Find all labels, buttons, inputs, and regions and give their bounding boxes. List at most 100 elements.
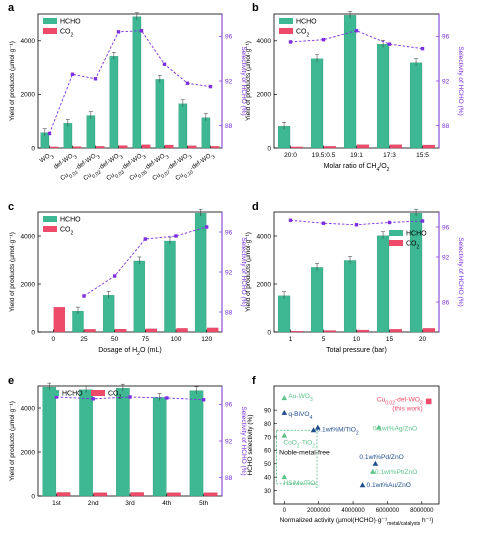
panel-a: a 0 2000 4000 88 92 96 Yield of products (µmol·… [8, 2, 247, 182]
bar-co2 [145, 328, 158, 333]
x-tick-label: 4th [162, 500, 171, 507]
legend-label-hcho: HCHO [60, 19, 81, 26]
selectivity-line [290, 30, 423, 50]
panel-d: d 0 2000 4000 86 92 96 Yield of products (µmol·… [245, 201, 464, 354]
bar-hcho [86, 115, 96, 149]
bar-co2 [167, 492, 181, 497]
bar-co2 [49, 146, 59, 149]
this-work-label: (this work) [392, 405, 422, 412]
bar-hcho [277, 295, 291, 333]
x-tick-label: 2000000 [307, 508, 331, 514]
x-tick-label: 5 [322, 336, 326, 343]
point-square [425, 398, 432, 405]
x-axis-title: Normalized activity (µmol(HCHO)·g⁻¹metal… [280, 517, 434, 527]
x-axis-title: Total pressure (bar) [326, 347, 387, 354]
selectivity-point [112, 274, 117, 278]
y2-axis-title: Selectivity of HCHO (%) [240, 46, 247, 115]
x-tick-label: 4000000 [341, 508, 365, 514]
panel-b: b 0 2000 4000 88 92 96 Yield of products (µmol·… [245, 2, 464, 173]
y-tick-label: 0 [31, 329, 35, 336]
x-tick-label: 0 [283, 508, 287, 514]
y-tick-label: 2000 [21, 449, 36, 456]
selectivity-point [93, 77, 98, 81]
x-tick-label: 1st [52, 500, 61, 507]
plot-frame [273, 385, 440, 505]
bar-co2 [389, 329, 403, 333]
y2-tick-label: 88 [225, 309, 233, 316]
bar-co2 [389, 144, 403, 149]
bar-co2 [84, 329, 96, 333]
selectivity-point [47, 131, 52, 136]
y2-axis-title: Selectivity of HCHO (%) [240, 406, 247, 475]
bar-co2 [422, 144, 436, 149]
y-tick-label: 2000 [21, 92, 36, 99]
y-tick-label: 2000 [257, 92, 272, 99]
legend-swatch-hcho [43, 18, 57, 24]
bar-hcho [152, 397, 167, 497]
y-axis-title: Yield of products (µmol·g⁻¹) [245, 41, 252, 121]
x-tick-label: 6000000 [376, 508, 400, 514]
x-tick-label: 19:1 [350, 152, 363, 159]
selectivity-point [91, 397, 95, 401]
bar-hcho [79, 389, 93, 497]
bar-hcho [63, 123, 73, 149]
y-tick-label: 80 [264, 421, 271, 428]
selectivity-point [354, 223, 359, 227]
selectivity-point [387, 220, 392, 225]
selectivity-point [128, 395, 132, 399]
y2-tick-label: 88 [225, 475, 233, 482]
x-tick-label: 2nd [88, 500, 99, 507]
selectivity-line [83, 226, 207, 297]
y-tick-label: 4000 [257, 38, 272, 45]
panel-label: b [252, 2, 259, 14]
point-label: 0.1wt%Ag/ZnO [373, 426, 417, 433]
y2-tick-label: 88 [225, 123, 233, 130]
selectivity-point [420, 219, 425, 223]
point-label: Cu0.02-def-WO3 [377, 396, 423, 406]
legend-label-co2: CO2 [108, 391, 122, 401]
y-axis-title: Yield of products (µmol·g⁻¹) [9, 41, 16, 121]
selectivity-point [165, 396, 169, 400]
point-label: q-BiVO4 [288, 411, 312, 421]
y-tick-label: 50 [264, 461, 271, 468]
y-tick-label: 4000 [21, 38, 36, 45]
point-label: 0.1wt%Au/ZnO [367, 482, 411, 489]
y-tick-label: 60 [264, 448, 271, 455]
bar-hcho [155, 79, 165, 149]
bar-co2 [203, 492, 218, 497]
bar-co2 [187, 145, 197, 149]
selectivity-line [49, 30, 211, 134]
bar-hcho [343, 260, 357, 333]
bar-co2 [72, 146, 82, 149]
legend-swatch-co2 [91, 390, 105, 396]
bar-hcho [116, 388, 130, 497]
y2-tick-label: 96 [225, 229, 233, 236]
selectivity-point [204, 225, 209, 229]
selectivity-point [387, 42, 392, 46]
selectivity-point [420, 46, 425, 51]
y2-tick-label: 96 [225, 402, 233, 409]
legend-swatch-co2 [389, 240, 403, 246]
bar-hcho [194, 213, 207, 333]
panel-e: e 0 2000 4000 88 92 96 Yield of products (µmol·… [8, 375, 247, 507]
bar-co2 [210, 146, 220, 149]
y-tick-label: 30 [264, 488, 271, 495]
x-tick-label: 100 [171, 336, 182, 343]
bar-co2 [422, 328, 436, 333]
x-tick-label: 50 [111, 336, 119, 343]
bar-hcho [343, 15, 357, 149]
point-triangle [315, 424, 321, 430]
selectivity-point [82, 294, 86, 298]
y-axis-title: Yield of products (µmol·g⁻¹) [9, 232, 16, 312]
y2-axis-title: Selectivity of HCHO (%) [457, 237, 464, 306]
y-tick-label: 4000 [21, 405, 36, 412]
y2-tick-label: 92 [225, 78, 233, 85]
selectivity-point [321, 37, 326, 42]
y-tick-label: 90 [264, 407, 271, 414]
x-tick-label: 17:3 [383, 152, 396, 159]
x-tick-label: 19.5:0.5 [312, 152, 336, 159]
x-tick-label: 120 [201, 336, 212, 343]
bar-co2 [207, 327, 219, 333]
selectivity-point [354, 29, 359, 33]
legend-swatch-hcho [43, 216, 57, 222]
